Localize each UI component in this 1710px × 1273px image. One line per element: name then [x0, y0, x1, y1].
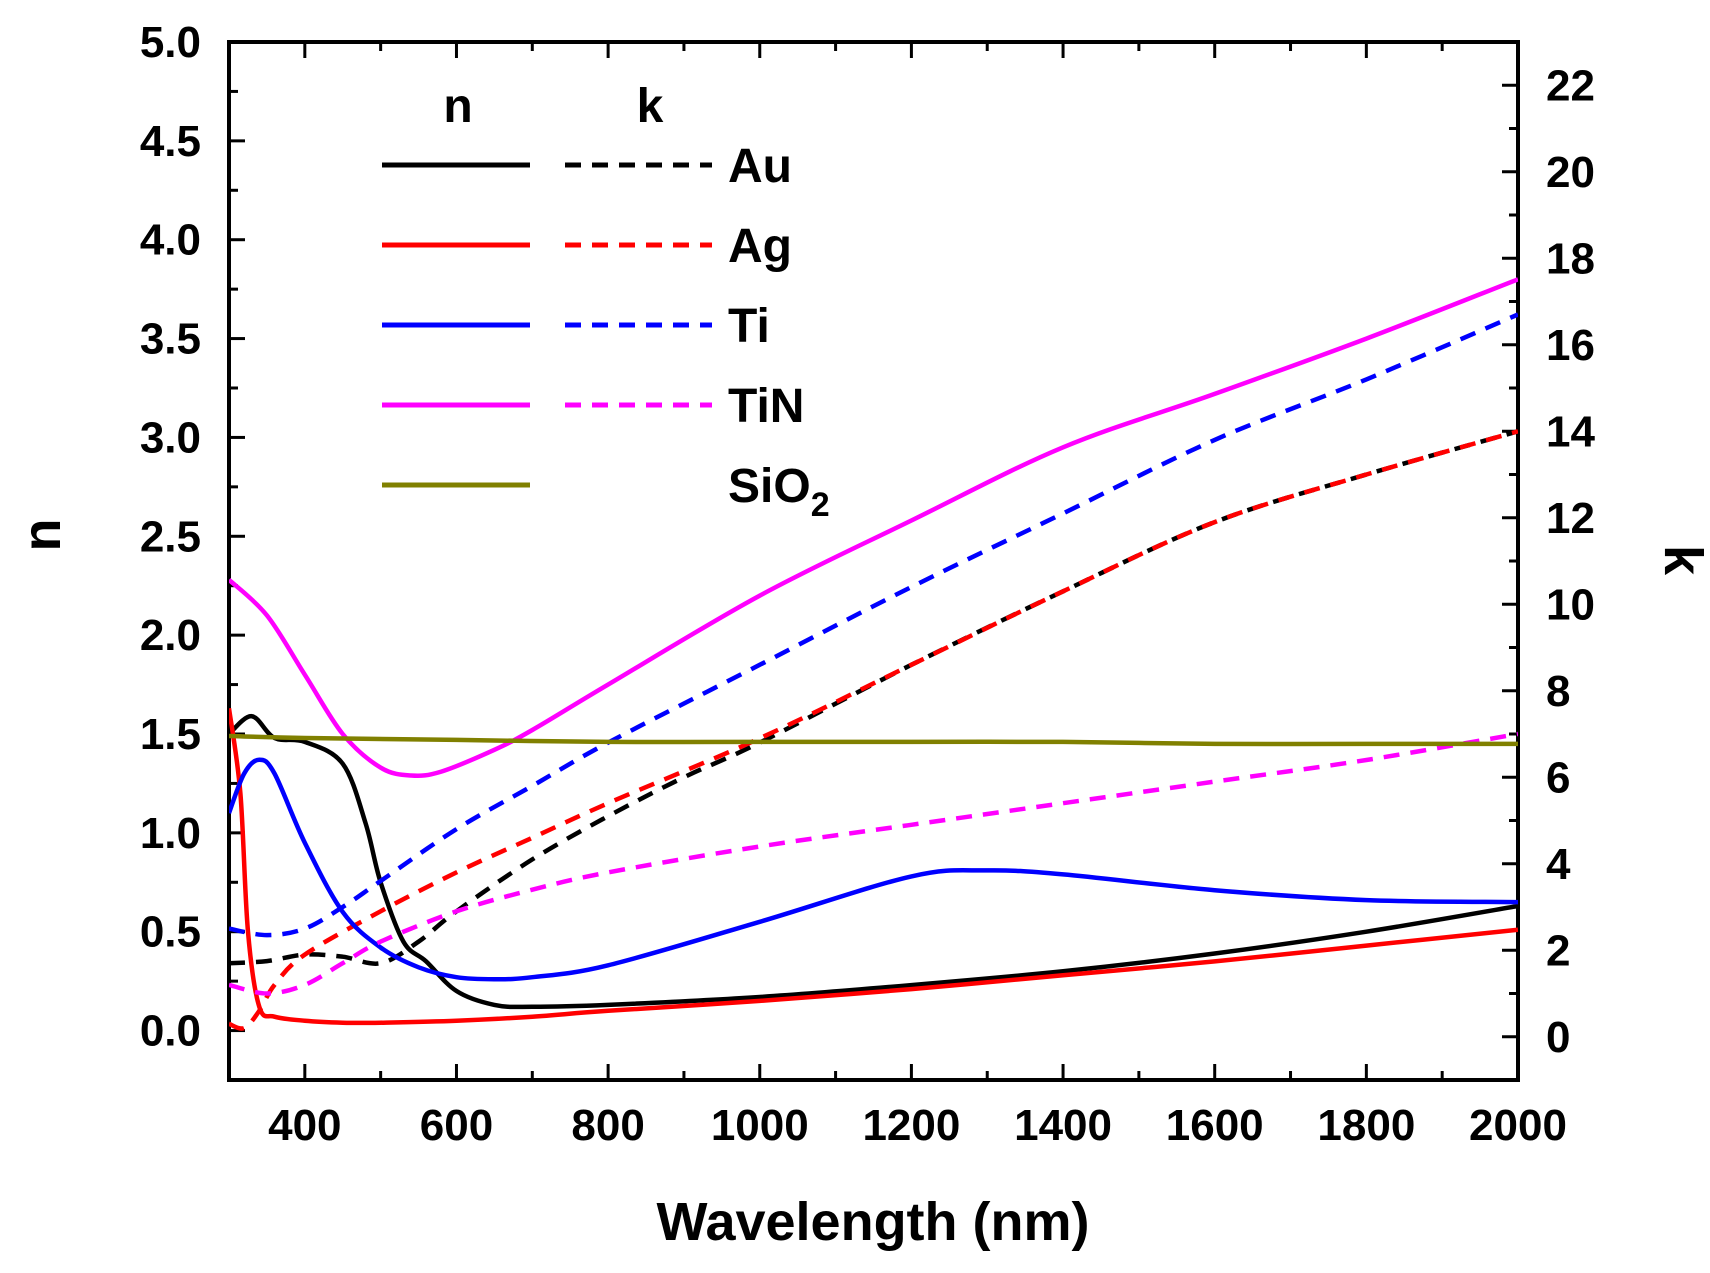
- x-tick-label: 1200: [862, 1101, 960, 1150]
- legend-label-sio2: SiO2: [728, 460, 830, 524]
- series-au-k: [229, 429, 1518, 966]
- plot-frame: [227, 40, 1520, 1082]
- series-layer: [229, 277, 1518, 1031]
- y2-tick-label: 8: [1546, 667, 1570, 716]
- legend-label-text: Ag: [728, 220, 792, 273]
- y2-tick-label: 0: [1546, 1013, 1570, 1062]
- y-tick-label: 1.5: [140, 710, 201, 759]
- y-tick-label: 4.0: [140, 216, 201, 265]
- y-tick-label: 0.5: [140, 908, 201, 957]
- series-ti-k: [229, 312, 1518, 938]
- y-tick-label: 1.0: [140, 809, 201, 858]
- x-tick-label: 1000: [711, 1101, 809, 1150]
- y-tick-label: 3.5: [140, 315, 201, 364]
- x-tick-label: 1400: [1014, 1101, 1112, 1150]
- y-tick-label: 3.0: [140, 413, 201, 462]
- legend-label-text: Au: [728, 140, 792, 193]
- y2-tick-label: 22: [1546, 61, 1595, 110]
- y2-axis-title: k: [1653, 545, 1710, 576]
- legend-label-text: TiN: [728, 380, 804, 433]
- y2-axis-ticks: 0 2 4 6 8 10 12 14 16 18 20 22: [1502, 61, 1595, 1082]
- legend-label-tin: TiN: [728, 380, 804, 433]
- x-tick-label: 2000: [1469, 1101, 1567, 1150]
- legend-header-k: k: [637, 80, 664, 133]
- legend-label-text: Ti: [728, 300, 770, 353]
- y-tick-label: 4.5: [140, 117, 201, 166]
- y2-tick-label: 2: [1546, 926, 1570, 975]
- x-tick-label: 1800: [1317, 1101, 1415, 1150]
- y2-tick-label: 14: [1546, 407, 1595, 456]
- series-tin-n: [229, 277, 1518, 779]
- x-tick-label: 1600: [1166, 1101, 1264, 1150]
- series-ag-k: [229, 429, 1518, 1031]
- y2-tick-label: 6: [1546, 753, 1570, 802]
- y-tick-label: 2.5: [140, 512, 201, 561]
- x-tick-label: 800: [571, 1101, 644, 1150]
- y2-tick-label: 12: [1546, 494, 1595, 543]
- y-axis-ticks: 0.0 0.5 1.0 1.5 2.0 2.5 3.0 3.5 4.0 4.5 5.0: [140, 18, 245, 1056]
- y2-tick-label: 4: [1546, 840, 1571, 889]
- y2-tick-label: 18: [1546, 234, 1595, 283]
- y2-tick-label: 16: [1546, 321, 1595, 370]
- legend-label-subscript: 2: [811, 486, 830, 524]
- series-ag-n: [229, 708, 1518, 1026]
- series-au-n: [229, 713, 1518, 1010]
- legend-label-ti: Ti: [728, 300, 770, 353]
- series-sio2-n: [229, 733, 1518, 747]
- legend: n k Au Ag Ti TiN SiO2: [382, 80, 830, 524]
- y-tick-label: 2.0: [140, 611, 201, 660]
- legend-label-ag: Ag: [728, 220, 792, 273]
- y-tick-label: 5.0: [140, 18, 201, 67]
- x-tick-label: 400: [268, 1101, 341, 1150]
- y-axis-title: n: [12, 519, 72, 552]
- x-axis-title: Wavelength (nm): [656, 1192, 1089, 1252]
- x-axis-ticks: 400 600 800 1000 1200 1400 1600 1800 2000: [227, 42, 1567, 1150]
- legend-header-n: n: [443, 80, 472, 133]
- y2-tick-label: 20: [1546, 148, 1595, 197]
- legend-label-text: SiO: [728, 460, 811, 513]
- series-tin-k: [229, 731, 1518, 996]
- series-ti-n: [229, 757, 1518, 982]
- legend-label-au: Au: [728, 140, 792, 193]
- y2-tick-label: 10: [1546, 580, 1595, 629]
- y-tick-label: 0.0: [140, 1007, 201, 1056]
- x-tick-label: 600: [420, 1101, 493, 1150]
